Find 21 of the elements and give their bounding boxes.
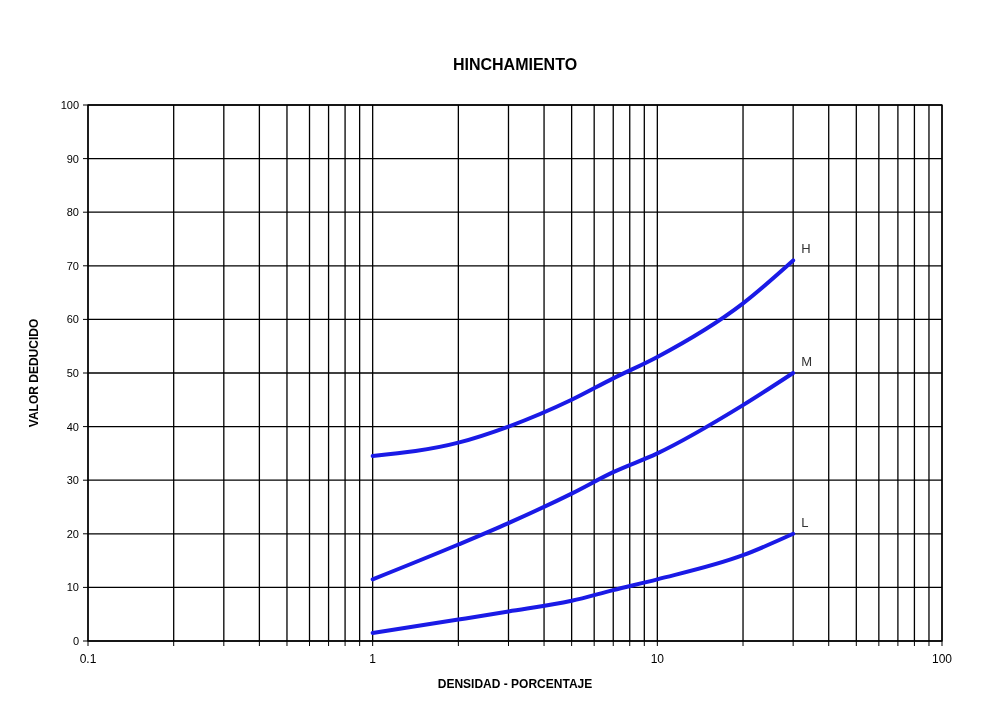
y-tick-label: 50 — [66, 367, 79, 379]
x-tick-label: 1 — [369, 652, 377, 666]
x-tick-label: 10 — [650, 652, 665, 666]
y-tick-label: 70 — [66, 259, 79, 272]
x-tick-label: 100 — [931, 652, 953, 666]
y-axis-title: VALOR DEDUCIDO — [27, 318, 41, 428]
y-tick-label: 40 — [66, 420, 79, 433]
chart-title: HINCHAMIENTO — [452, 56, 578, 73]
y-tick-label: 80 — [66, 206, 79, 219]
y-tick-label: 100 — [60, 99, 79, 111]
y-tick-label: 60 — [66, 313, 79, 326]
series-label: L — [801, 514, 809, 530]
y-tick-label: 30 — [66, 474, 79, 487]
x-tick-label: 0.1 — [79, 652, 97, 666]
series-label: H — [801, 241, 811, 257]
y-tick-label: 20 — [66, 527, 79, 540]
series-label: M — [801, 354, 812, 369]
y-tick-label: 10 — [66, 581, 79, 594]
x-axis-title: DENSIDAD - PORCENTAJE — [437, 677, 593, 691]
y-tick-label: 0 — [72, 635, 79, 647]
y-tick-label: 90 — [66, 152, 79, 165]
